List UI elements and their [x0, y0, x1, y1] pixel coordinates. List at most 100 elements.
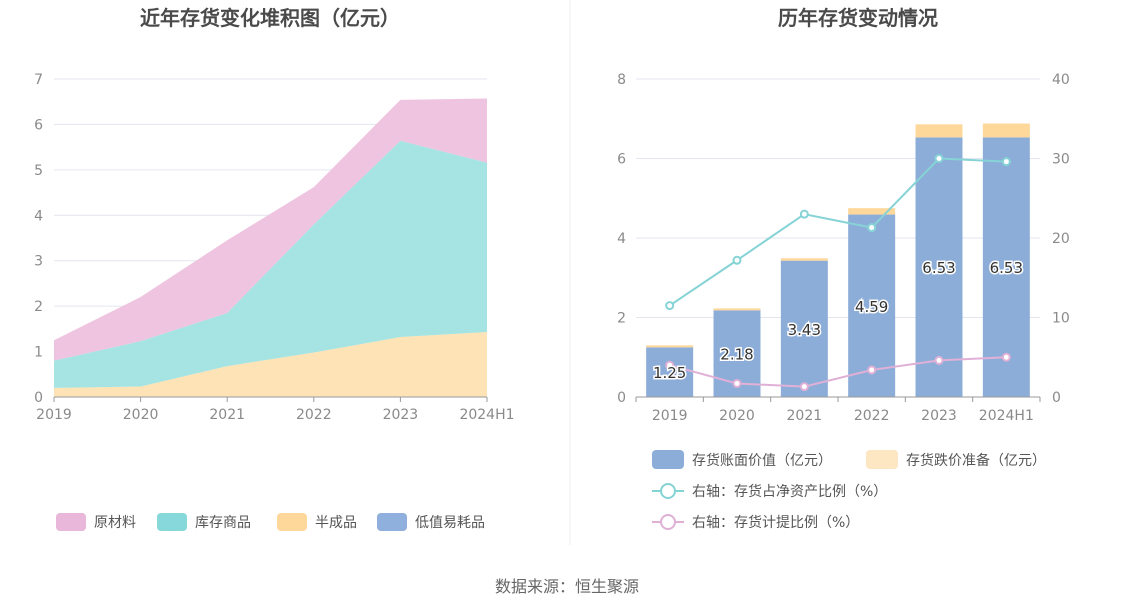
- point-net-asset-ratio: [867, 223, 877, 233]
- right-x-axis: 2019 2020 2021 2022 2023 2024H1: [635, 396, 1041, 424]
- right-y2-tick-label: 40: [1052, 72, 1070, 88]
- right-y-axis-left: 0 2 4 6 8: [617, 72, 626, 406]
- right-legend: 存货账面价值（亿元） 存货跌价准备（亿元） 右轴：存货占净资产比例（%） 右轴：…: [652, 450, 1046, 531]
- right-bar-labels: 1.25 2.18 3.43 4.59 6.53 6.53: [651, 258, 1024, 384]
- right-grid: [636, 78, 1040, 398]
- legend-item-raw-materials[interactable]: 原材料: [56, 513, 136, 531]
- data-source-footer: 数据来源：恒生聚源: [495, 577, 639, 596]
- right-x-tick-label: 2023: [921, 408, 957, 424]
- legend-label-semi-finished: 半成品: [315, 515, 357, 531]
- bar-value-label: 4.59: [855, 298, 888, 316]
- right-x-tick-label: 2021: [787, 408, 823, 424]
- left-y-tick-label: 0: [34, 390, 43, 406]
- bar-book-value: [780, 260, 828, 397]
- left-y-tick-label: 1: [34, 345, 43, 361]
- point-provision-ratio: [799, 382, 809, 392]
- legend-swatch-impairment-reserve: [866, 450, 898, 469]
- legend-label-provision-ratio: 右轴：存货计提比例（%）: [692, 514, 859, 531]
- legend-label-impairment-reserve: 存货跌价准备（亿元）: [906, 452, 1046, 469]
- right-chart-title: 历年存货变动情况: [778, 6, 938, 30]
- legend-label-raw-materials: 原材料: [94, 515, 136, 531]
- point-net-asset-ratio: [799, 209, 809, 219]
- legend-swatch-book-value: [652, 450, 684, 469]
- right-y-tick-label: 0: [617, 390, 626, 406]
- legend-item-semi-finished[interactable]: 半成品: [277, 513, 357, 531]
- right-y2-tick-label: 30: [1052, 152, 1070, 168]
- left-x-tick-label: 2019: [36, 407, 72, 423]
- legend-swatch-raw-materials: [56, 513, 86, 531]
- right-y-axis-right: 0 10 20 30 40: [1052, 72, 1070, 406]
- point-provision-ratio: [665, 360, 675, 370]
- bar-book-value: [646, 347, 694, 397]
- legend-swatch-low-value-consumables: [377, 513, 407, 531]
- line-provision-ratio: [669, 356, 1007, 388]
- left-x-tick-label: 2023: [383, 407, 419, 423]
- inventory-bar-line-chart: 历年存货变动情况 1.252.183.434.596.53 6.53 02468 …: [617, 6, 1070, 531]
- legend-item-impairment-reserve[interactable]: 存货跌价准备（亿元）: [866, 450, 1046, 469]
- left-y-tick-label: 4: [34, 208, 43, 224]
- right-bars: [646, 123, 1030, 397]
- legend-item-book-value[interactable]: 存货账面价值（亿元）: [652, 450, 832, 469]
- legend-item-finished-goods[interactable]: 库存商品: [157, 513, 251, 531]
- point-net-asset-ratio: [732, 255, 742, 265]
- left-y-tick-label: 5: [34, 163, 43, 179]
- bar-impairment-reserve: [780, 258, 828, 261]
- right-lines: [665, 154, 1011, 392]
- bar-value-label: 2.18: [720, 346, 753, 364]
- legend-item-net-asset-ratio[interactable]: 右轴：存货占净资产比例（%）: [652, 483, 887, 500]
- bar-impairment-reserve: [848, 208, 896, 215]
- bar-value-label: 3.43: [788, 321, 821, 339]
- right-y2-tick-label: 0: [1052, 390, 1061, 406]
- legend-label-net-asset-ratio: 右轴：存货占净资产比例（%）: [692, 483, 887, 500]
- left-y-tick-label: 6: [34, 117, 43, 133]
- point-provision-ratio: [934, 355, 944, 365]
- legend-label-book-value: 存货账面价值（亿元）: [692, 452, 832, 469]
- right-y-tick-label: 6: [617, 152, 626, 168]
- area-semi-finished: [54, 332, 487, 397]
- bar-book-value: [915, 137, 963, 397]
- right-y2-tick-label: 20: [1052, 231, 1070, 247]
- point-net-asset-ratio: [1001, 157, 1011, 167]
- bar-impairment-reserve: [982, 123, 1030, 138]
- left-y-tick-label: 3: [34, 254, 43, 270]
- right-x-tick-label: 2022: [854, 408, 890, 424]
- left-y-tick-label: 7: [34, 72, 43, 88]
- bar-value-label: 6.53: [990, 259, 1023, 277]
- left-chart-title: 近年存货变化堆积图（亿元）: [140, 6, 400, 30]
- left-x-axis: 2019 2020 2021 2022 2023 2024H1: [36, 396, 515, 423]
- area-raw-materials: [54, 98, 487, 361]
- legend-swatch-finished-goods: [157, 513, 187, 531]
- legend-swatch-semi-finished: [277, 513, 307, 531]
- left-y-axis: 0 1 2 3 4 5 6 7: [34, 72, 43, 406]
- legend-item-provision-ratio[interactable]: 右轴：存货计提比例（%）: [652, 514, 859, 531]
- legend-label-low-value-consumables: 低值易耗品: [415, 515, 485, 531]
- point-net-asset-ratio: [934, 154, 944, 163]
- bar-impairment-reserve: [915, 124, 963, 138]
- line-net-asset-ratio: [669, 157, 1007, 307]
- left-legend: 原材料 库存商品 半成品 低值易耗品: [56, 513, 485, 531]
- right-x-tick-label: 2024H1: [979, 408, 1034, 424]
- right-y2-tick-label: 10: [1052, 311, 1070, 327]
- left-areas: [54, 98, 487, 397]
- right-y-tick-label: 2: [617, 311, 626, 327]
- left-y-tick-label: 2: [34, 299, 43, 315]
- legend-item-low-value-consumables[interactable]: 低值易耗品: [377, 513, 485, 531]
- right-x-tick-label: 2020: [719, 408, 755, 424]
- left-x-tick-label: 2021: [209, 407, 245, 423]
- bar-value-label: 6.53: [922, 259, 955, 277]
- point-provision-ratio: [867, 365, 877, 375]
- left-x-tick-label: 2022: [296, 407, 332, 423]
- left-x-tick-label: 2024H1: [459, 407, 514, 423]
- legend-marker-provision-ratio: [660, 514, 676, 530]
- right-y-tick-label: 8: [617, 72, 626, 88]
- legend-marker-net-asset-ratio: [660, 483, 676, 499]
- point-net-asset-ratio: [665, 301, 675, 311]
- left-x-tick-label: 2020: [123, 407, 159, 423]
- bar-impairment-reserve: [713, 308, 761, 311]
- point-provision-ratio: [732, 378, 742, 388]
- bar-value-label: 1.25: [653, 364, 686, 382]
- point-provision-ratio: [1001, 352, 1011, 362]
- legend-label-finished-goods: 库存商品: [195, 515, 251, 531]
- right-x-tick-label: 2019: [652, 408, 688, 424]
